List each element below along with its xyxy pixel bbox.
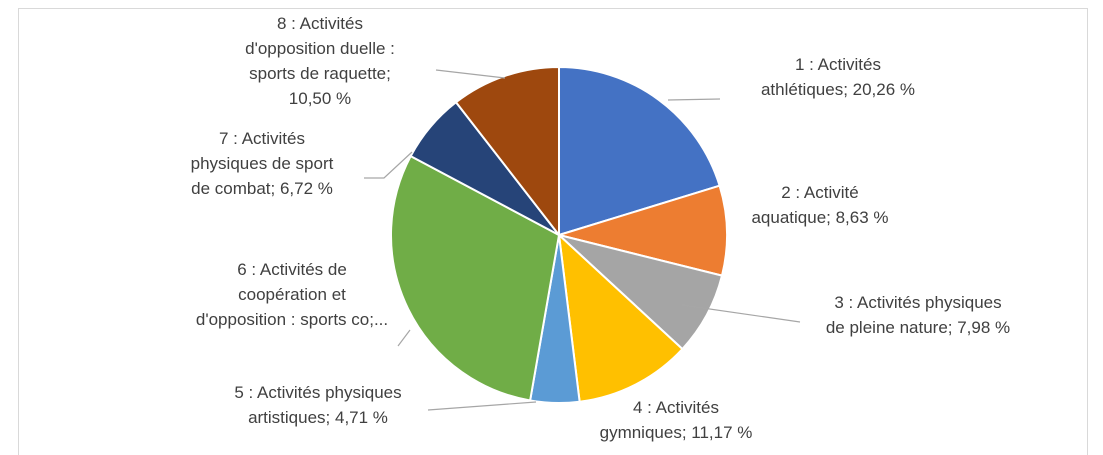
slice-label: 1 : Activités athlétiques; 20,26 % xyxy=(760,55,916,99)
pie-slice xyxy=(558,65,721,237)
slice-label: 2 : Activité aquatique; 8,63 % xyxy=(751,183,889,227)
pie xyxy=(390,65,728,404)
slice-label: 6 : Activités de coopération et d'opposi… xyxy=(195,260,389,329)
pie-slice xyxy=(557,232,684,403)
leader-line xyxy=(427,401,537,411)
pie-slice xyxy=(454,65,560,238)
leader-line xyxy=(397,329,411,347)
pie-slice xyxy=(390,154,561,402)
leader-line xyxy=(681,304,801,323)
slice-label: 3 : Activités physiques de pleine nature… xyxy=(825,293,1011,337)
pie-slice xyxy=(555,184,728,277)
slice-label: 4 : Activités gymniques; 11,17 % xyxy=(599,398,753,442)
leader-line xyxy=(435,69,506,79)
leader-line xyxy=(667,98,721,101)
leader-line xyxy=(364,151,413,179)
slice-label: 8 : Activités d'opposition duelle : spor… xyxy=(245,14,395,108)
slice-label: 7 : Activités physiques de sport de comb… xyxy=(190,129,334,198)
chart-border xyxy=(18,8,1088,455)
slice-label: 5 : Activités physiques artistiques; 4,7… xyxy=(234,383,402,427)
